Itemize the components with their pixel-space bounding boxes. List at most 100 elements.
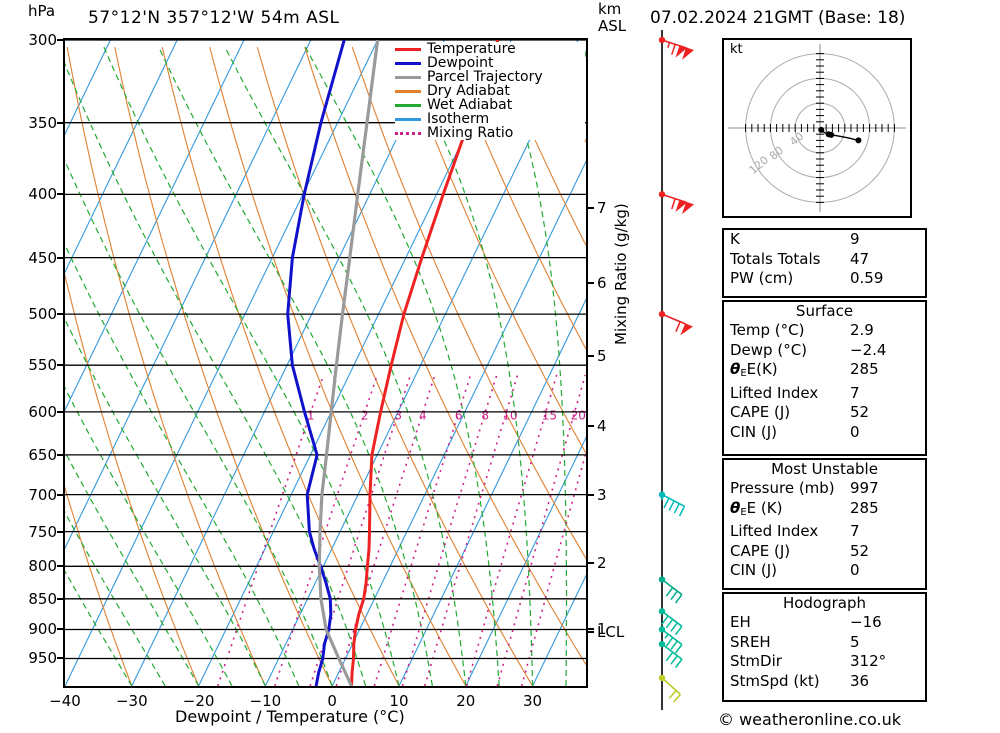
surface-row: θEE(K) 285 bbox=[724, 360, 925, 384]
mixing-ratio-label: 3 bbox=[394, 409, 402, 423]
wet-adiabat-line bbox=[304, 46, 500, 686]
legend-label: Temperature bbox=[427, 41, 516, 57]
surface-label: Dewp (°C) bbox=[730, 340, 808, 359]
surface-value: 2.9 bbox=[850, 321, 874, 339]
altitude-tick-label: 5 bbox=[597, 346, 607, 365]
legend-item: Wet Adiabat bbox=[395, 98, 585, 112]
dry-adiabat-line bbox=[446, 46, 586, 351]
mixing-ratio-label: 20 bbox=[571, 409, 586, 423]
hodograph-stats-heading: Hodograph bbox=[782, 594, 867, 612]
surface-row: Temp (°C) 2.9 bbox=[724, 321, 925, 341]
mixing-ratio-line bbox=[423, 374, 519, 686]
skewt-diagram: 12346810152025 bbox=[65, 40, 586, 686]
most-unstable-row: CIN (J) 0 bbox=[724, 561, 925, 581]
surface-label: Lifted Index bbox=[730, 383, 819, 402]
hodograph-point bbox=[855, 137, 862, 144]
legend-swatch-dry-adiabat bbox=[395, 89, 421, 93]
mixing-ratio-label: 1 bbox=[307, 409, 315, 423]
hodograph-stat-value: −16 bbox=[850, 613, 882, 631]
wet-adiabat-line bbox=[224, 46, 467, 686]
legend-label: Dry Adiabat bbox=[427, 83, 510, 99]
legend-item: Parcel Trajectory bbox=[395, 70, 585, 84]
wind-barb bbox=[658, 191, 695, 215]
hodograph-stat-value: 5 bbox=[850, 632, 860, 651]
legend-swatch-parcel-trajectory bbox=[395, 75, 421, 79]
pressure-tick-mark bbox=[57, 39, 64, 41]
legend-swatch-mixing-ratio bbox=[395, 131, 421, 135]
index-row: PW (cm) 0.59 bbox=[724, 269, 925, 289]
skewt-plot-area[interactable]: 12346810152025 bbox=[63, 38, 588, 688]
dry-adiabat-line bbox=[351, 46, 586, 560]
pressure-tick-label: 850 bbox=[28, 589, 57, 608]
hodograph-stat-value: 36 bbox=[850, 671, 870, 690]
altitude-tick-mark bbox=[587, 494, 594, 497]
surface-label: θEE(K) bbox=[730, 360, 778, 379]
dry-adiabat-line bbox=[114, 46, 333, 686]
legend-label: Isotherm bbox=[427, 111, 490, 127]
hodograph-stat-row: EH −16 bbox=[724, 613, 925, 633]
pressure-tick-mark bbox=[57, 121, 64, 124]
index-value: 9 bbox=[850, 230, 860, 248]
altitude-tick-label: 3 bbox=[597, 486, 607, 505]
isotherm-line bbox=[131, 40, 445, 686]
temperature-tick-label: −40 bbox=[49, 692, 81, 710]
altitude-tick-label: 1 bbox=[597, 619, 607, 638]
legend-item: Temperature bbox=[395, 42, 585, 56]
wind-barb-column bbox=[658, 30, 695, 710]
pressure-tick-label: 950 bbox=[28, 649, 57, 668]
dry-adiabat-line bbox=[209, 46, 467, 686]
wet-adiabat-line bbox=[65, 570, 133, 686]
mixing-ratio-label: 4 bbox=[419, 409, 427, 423]
pressure-unit-label: hPa bbox=[28, 2, 56, 20]
legend-label: Wet Adiabat bbox=[427, 97, 513, 113]
isotherm-line bbox=[65, 40, 178, 274]
mixing-ratio-line bbox=[401, 374, 498, 686]
pressure-tick-mark bbox=[57, 313, 64, 316]
wind-barb bbox=[658, 626, 683, 654]
dry-adiabat-line bbox=[65, 273, 200, 686]
hodograph-stat-value: 312° bbox=[850, 652, 887, 670]
chart-legend: Temperature Dewpoint Parcel Trajectory Dry … bbox=[395, 42, 585, 140]
hodograph-unit-label: kt bbox=[730, 42, 743, 57]
pressure-tick-label: 500 bbox=[28, 305, 57, 324]
hodograph-stat-label: StmDir bbox=[730, 652, 782, 670]
hodograph-stats-box: Hodograph EH −16 SREH 5 StmDir 312° StmSpd (kt… bbox=[722, 592, 927, 702]
temperature-tick-label: 10 bbox=[389, 692, 409, 710]
surface-label: CIN (J) bbox=[730, 422, 778, 441]
wet-adiabat-line bbox=[65, 386, 233, 686]
altitude-tick-mark bbox=[587, 561, 594, 564]
hodograph-ring-label: 120 bbox=[747, 154, 771, 177]
hodograph-stat-label: StmSpd (kt) bbox=[730, 671, 820, 690]
pressure-tick-label: 450 bbox=[28, 248, 57, 267]
pressure-tick-mark bbox=[57, 565, 64, 568]
pressure-tick-mark bbox=[57, 628, 64, 631]
index-row: Totals Totals 47 bbox=[724, 250, 925, 270]
mixing-ratio-label: 15 bbox=[542, 409, 557, 423]
wet-adiabat-line bbox=[65, 318, 266, 686]
lcl-label: LCL bbox=[597, 623, 625, 642]
most-unstable-value: 52 bbox=[850, 541, 870, 560]
dry-adiabat-line bbox=[304, 46, 586, 666]
pressure-tick-label: 300 bbox=[28, 31, 57, 49]
skewt-panel: hPa 57°12'N 357°12'W 54m ASL km ASL 1 2 3 4… bbox=[28, 2, 695, 726]
curve-parcel-trajectory bbox=[317, 40, 380, 686]
most-unstable-row: θEE (K) 285 bbox=[724, 499, 925, 523]
index-label: K bbox=[730, 230, 740, 248]
copyright-notice: © weatheronline.co.uk bbox=[718, 710, 901, 729]
lcl-tick-mark bbox=[587, 631, 594, 634]
temperature-tick-label: 0 bbox=[327, 692, 337, 710]
most-unstable-row: Pressure (mb) 997 bbox=[724, 479, 925, 499]
pressure-tick-mark bbox=[57, 364, 64, 367]
curve-temperature bbox=[350, 40, 500, 686]
wind-barb bbox=[658, 36, 695, 60]
altitude-tick-label: 7 bbox=[597, 199, 607, 218]
surface-parcel-box: Surface Temp (°C) 2.9 Dewp (°C) −2.4 θEE(K) 2… bbox=[722, 300, 927, 456]
most-unstable-value: 0 bbox=[850, 561, 860, 579]
index-value: 0.59 bbox=[850, 269, 884, 287]
hodograph-panel[interactable]: 40 80 120 kt bbox=[722, 38, 912, 218]
wind-barb bbox=[658, 608, 683, 636]
mixing-ratio-axis-title: Mixing Ratio (g/kg) bbox=[612, 203, 630, 345]
surface-label: CAPE (J) bbox=[730, 403, 791, 421]
altitude-tick-mark bbox=[587, 354, 594, 357]
